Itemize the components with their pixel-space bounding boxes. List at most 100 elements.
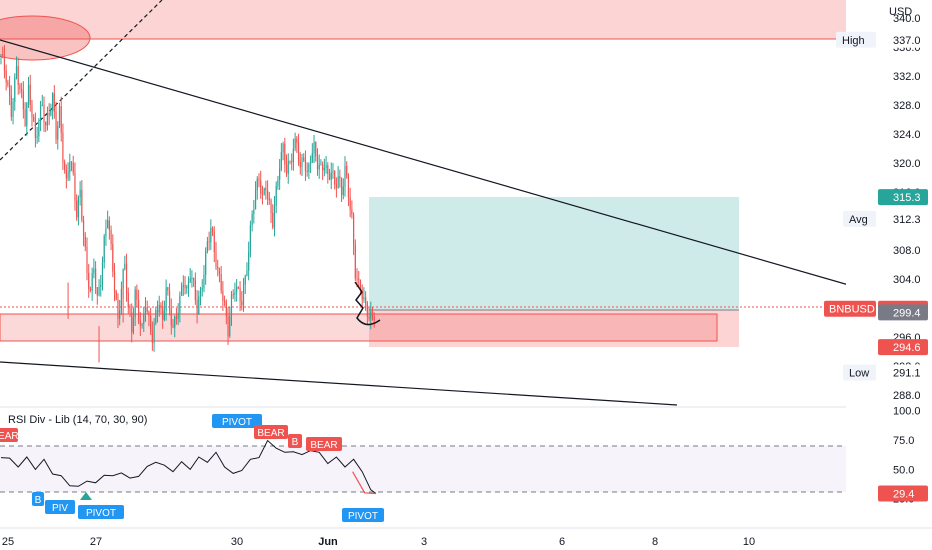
candle-body (5, 70, 7, 83)
candle-body (251, 213, 253, 226)
low-marker-label: Low (849, 368, 869, 380)
candle-body (217, 266, 219, 269)
candle-body (151, 331, 153, 344)
candle-body (125, 263, 128, 293)
time-label: 30 (231, 536, 243, 548)
rsi-line (0, 439, 377, 494)
candle-body (289, 160, 291, 162)
price-tick-label: 324.0 (893, 129, 921, 141)
signal-pivot-label: B (35, 495, 42, 506)
candle-body (112, 244, 114, 272)
candle-body (81, 189, 83, 221)
candle-body (113, 271, 116, 292)
candle-body (93, 268, 95, 274)
candle-body (122, 269, 124, 289)
candle-body (12, 101, 14, 117)
candle-body (285, 164, 288, 174)
candle-body (258, 178, 260, 181)
hand-drawn-arrow (354, 281, 381, 326)
candle-body (265, 188, 267, 191)
candle-body (170, 308, 172, 326)
candle-body (351, 209, 353, 215)
candle-body (107, 220, 109, 229)
price-tick-label: 308.0 (893, 245, 921, 257)
candle-body (199, 289, 202, 297)
candle-body (284, 143, 286, 165)
candle-body (346, 166, 348, 177)
candle-body (191, 277, 193, 279)
candle-body (303, 157, 305, 161)
candle-body (322, 164, 324, 171)
candle-body (153, 322, 155, 344)
candle-body (196, 300, 198, 314)
candle-body (138, 299, 140, 321)
candle-body (58, 106, 61, 126)
candle-body (7, 82, 9, 85)
candle-body (239, 287, 241, 302)
candle-body (174, 316, 176, 328)
candle-body (79, 189, 81, 198)
candle-body (368, 316, 370, 320)
take-profit-zone (369, 197, 739, 310)
candle-body (365, 297, 367, 303)
candle-body (39, 105, 42, 122)
time-axis[interactable]: 25 27 30 Jun 3 6 8 10 (2, 536, 755, 548)
candle-body (213, 232, 215, 253)
high-marker-value: 337.0 (893, 35, 921, 47)
candle-body (291, 161, 293, 163)
high-marker-label-bg (836, 31, 876, 48)
candle-body (179, 295, 181, 313)
candle-body (311, 153, 313, 162)
lower-trendline (0, 361, 678, 406)
price-tick-label: 288.0 (893, 390, 921, 402)
candle-body (3, 55, 6, 71)
candle-body (201, 288, 203, 290)
candle-body (120, 288, 122, 311)
candle-body (67, 172, 69, 179)
time-label: 10 (743, 536, 755, 548)
candle-body (237, 287, 239, 289)
signal-bear-bg (0, 428, 18, 442)
signal-pivot-bg (212, 414, 262, 428)
candle-body (330, 172, 332, 180)
candle-body (359, 279, 362, 292)
candle-body (279, 168, 281, 180)
candle-body (100, 285, 102, 287)
candle-body (332, 171, 334, 173)
candle-body (9, 84, 11, 95)
candle-body (124, 263, 126, 270)
candle-body (150, 316, 152, 332)
candle-body (193, 277, 195, 281)
candle-body (218, 268, 221, 275)
high-marker-bg (878, 31, 928, 48)
signal-bear-label: B (292, 437, 299, 448)
candle-body (313, 141, 315, 154)
signal-pivot-label: PIVOT (348, 511, 378, 522)
entry-marker-value: 299.4 (893, 307, 921, 319)
candle-body (50, 110, 52, 116)
candle-body (306, 170, 308, 172)
candle-body (224, 300, 226, 303)
candle-body (229, 315, 231, 337)
rsi-tick-label: 75.0 (893, 435, 914, 447)
candle-body (15, 66, 18, 78)
candle-body (342, 186, 344, 195)
signal-pivot-bg (342, 508, 384, 522)
candle-body (370, 311, 372, 320)
candle-body (101, 262, 104, 286)
candle-body (160, 304, 162, 307)
avg-marker-label: Avg (849, 214, 868, 226)
candle-body (156, 309, 159, 313)
indicator-title[interactable]: RSI Div - Lib (14, 70, 30, 90) (8, 414, 147, 426)
candle-body (187, 282, 190, 288)
signal-bear-bg (288, 434, 302, 448)
candle-body (253, 209, 255, 214)
rsi-tail (352, 471, 376, 495)
descending-trendline (0, 39, 881, 295)
candle-body (215, 252, 217, 267)
symbol-marker-label-bg (824, 300, 876, 317)
candle-body (371, 311, 374, 317)
candle-body (144, 307, 147, 314)
signal-pivot-label: PIVOT (222, 417, 252, 428)
